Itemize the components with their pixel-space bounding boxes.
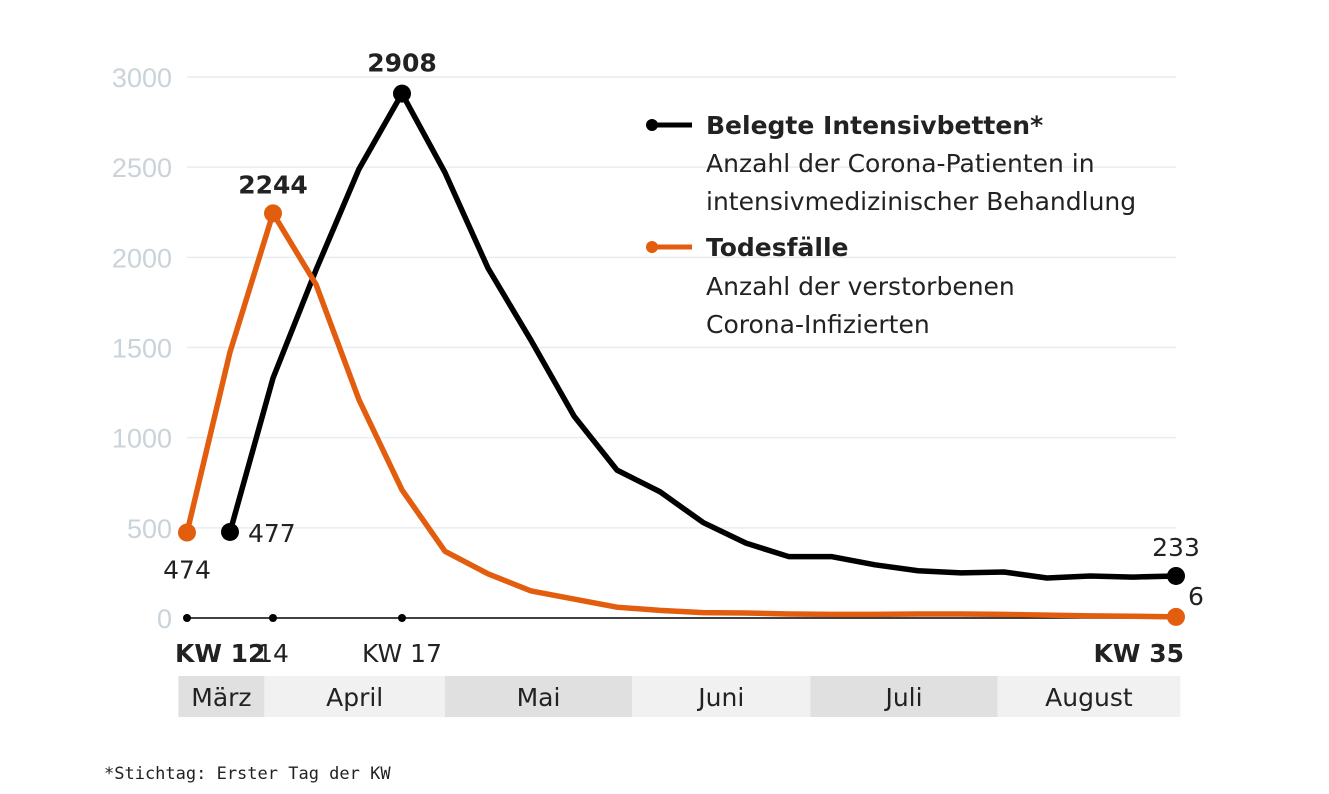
footnote: *Stichtag: Erster Tag der KW [104,764,391,784]
data-label: 233 [1152,533,1200,562]
data-point-marker [221,522,239,541]
data-label: 6 [1188,582,1204,611]
data-point-marker [393,84,411,103]
y-tick-label: 1000 [112,424,172,454]
x-tick-label: KW 12 [175,639,265,668]
legend-title-intensivbetten: Belegte Intensivbetten* [706,111,1043,140]
month-band [632,676,811,717]
month-label: April [326,683,383,712]
y-tick-label: 500 [127,514,172,544]
x-tick [398,614,406,622]
y-tick-label: 1500 [112,334,172,364]
data-label: 2908 [367,49,437,78]
legend-title-todesfaelle: Todesfälle [706,233,848,262]
legend-desc-intensivbetten-2: intensivmedizinischer Behandlung [706,187,1136,216]
data-label: 477 [248,519,296,548]
month-label: März [191,683,251,712]
data-point-marker [1167,607,1185,626]
month-label: Juni [696,683,744,712]
month-band [264,676,445,717]
series-line-0 [227,90,1177,581]
legend-marker-todesfaelle [646,241,658,253]
x-tick [183,614,191,622]
y-tick-label: 0 [157,604,172,634]
legend: Belegte Intensivbetten* Anzahl der Coron… [646,111,1136,339]
x-tick-label: KW 35 [1094,639,1184,668]
y-tick-label: 3000 [112,63,172,93]
data-label: 474 [163,556,211,585]
y-tick-label: 2500 [112,153,172,183]
x-tick [269,614,277,622]
series-line-1 [184,210,1177,620]
data-point-marker [1167,566,1185,585]
y-tick-label: 2000 [112,243,172,273]
legend-marker-intensivbetten [646,119,658,131]
month-label: August [1045,683,1133,712]
legend-desc-intensivbetten-1: Anzahl der Corona-Patienten in [706,149,1095,178]
data-point-marker [178,523,196,542]
month-band [997,676,1181,717]
legend-desc-todesfaelle-2: Corona-Infizierten [706,310,930,339]
month-band [178,676,265,717]
month-label: Juli [883,683,922,712]
month-band [810,676,998,717]
month-band [445,676,633,717]
x-tick-label: KW 17 [362,639,442,668]
month-label: Mai [517,683,561,712]
data-label: 2244 [238,170,308,199]
data-point-marker [264,204,282,223]
x-tick-label: 14 [257,639,289,668]
legend-desc-todesfaelle-1: Anzahl der verstorbenen [706,272,1015,301]
